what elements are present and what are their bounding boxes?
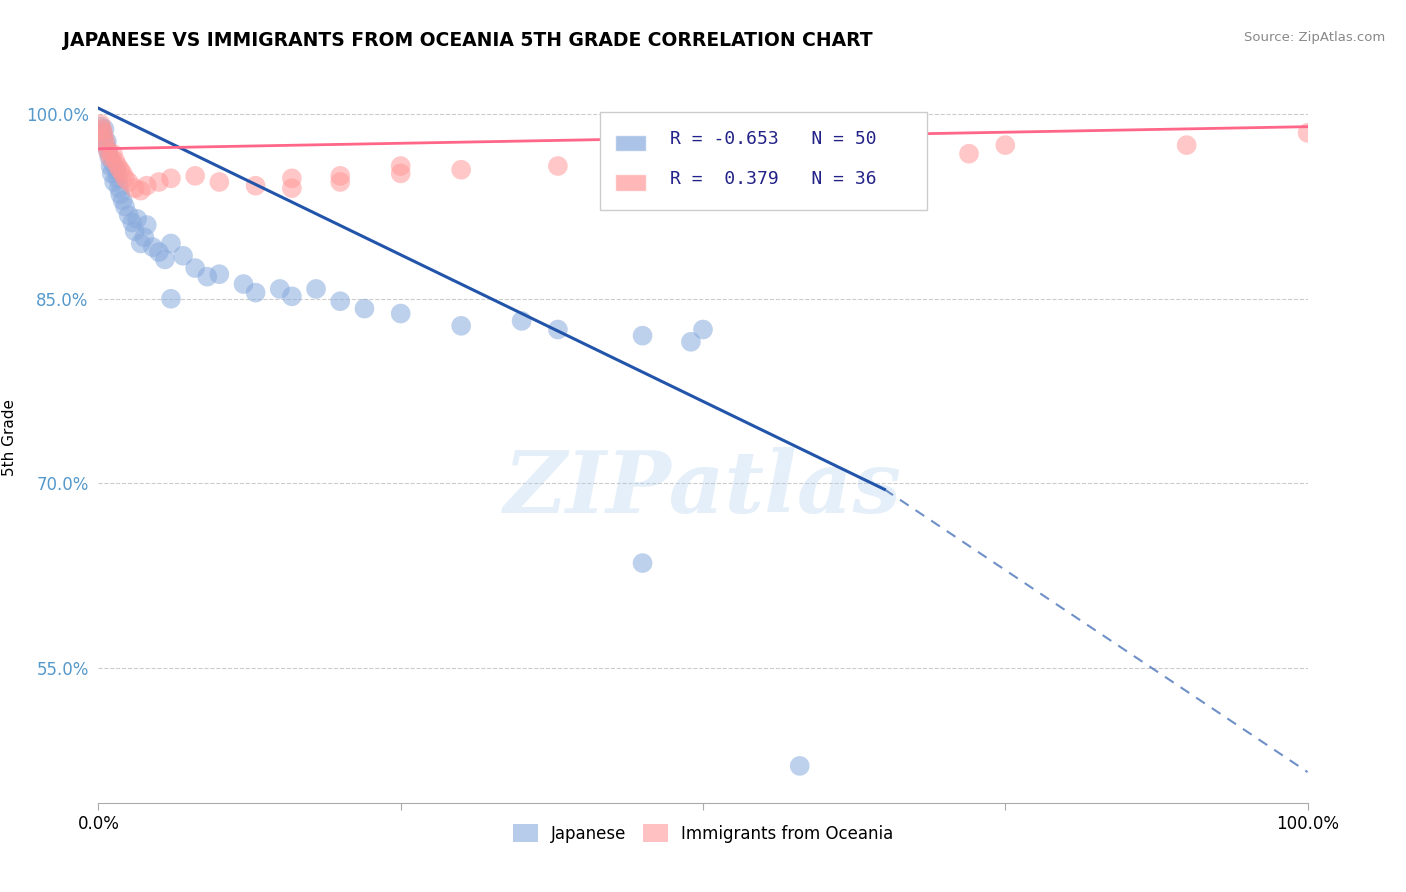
Point xyxy=(107,171,129,186)
Point xyxy=(96,135,118,149)
Point xyxy=(160,171,183,186)
Point xyxy=(184,169,207,183)
Point xyxy=(97,145,120,159)
Point xyxy=(172,249,194,263)
Point xyxy=(1175,138,1198,153)
Point xyxy=(94,138,117,153)
Point xyxy=(160,292,183,306)
Point xyxy=(100,159,122,173)
Point xyxy=(91,126,114,140)
Point xyxy=(127,211,149,226)
Point xyxy=(232,277,254,291)
Point xyxy=(153,252,176,267)
FancyBboxPatch shape xyxy=(614,174,645,191)
Point xyxy=(281,289,304,303)
Point xyxy=(160,236,183,251)
Point xyxy=(129,236,152,251)
Point xyxy=(789,759,811,773)
Point xyxy=(142,240,165,254)
Point xyxy=(124,224,146,238)
Point xyxy=(91,126,114,140)
Text: JAPANESE VS IMMIGRANTS FROM OCEANIA 5TH GRADE CORRELATION CHART: JAPANESE VS IMMIGRANTS FROM OCEANIA 5TH … xyxy=(63,31,873,50)
Point xyxy=(329,169,352,183)
Point xyxy=(124,181,146,195)
Point xyxy=(389,306,412,320)
Point xyxy=(101,146,124,161)
Point xyxy=(90,120,112,134)
Point xyxy=(547,159,569,173)
Point xyxy=(114,200,136,214)
Point xyxy=(91,122,114,136)
Point xyxy=(135,218,157,232)
Text: R = -0.653   N = 50: R = -0.653 N = 50 xyxy=(671,130,877,148)
Point xyxy=(547,322,569,336)
Point xyxy=(353,301,375,316)
Point xyxy=(873,150,896,164)
Point xyxy=(752,156,775,170)
Point xyxy=(108,187,131,202)
Legend: Japanese, Immigrants from Oceania: Japanese, Immigrants from Oceania xyxy=(506,818,900,849)
Point xyxy=(329,175,352,189)
Point xyxy=(208,267,231,281)
Point xyxy=(389,166,412,180)
Point xyxy=(118,208,141,222)
Point xyxy=(994,138,1017,153)
Point xyxy=(269,282,291,296)
Point xyxy=(111,194,134,208)
Point xyxy=(103,175,125,189)
Point xyxy=(91,129,114,144)
FancyBboxPatch shape xyxy=(600,112,927,211)
Point xyxy=(245,285,267,300)
Point xyxy=(184,261,207,276)
Point xyxy=(1296,126,1319,140)
Point xyxy=(329,294,352,309)
Point xyxy=(101,156,124,170)
Point xyxy=(90,117,112,131)
Point xyxy=(118,175,141,189)
Point xyxy=(134,230,156,244)
Point xyxy=(121,216,143,230)
Point xyxy=(957,146,980,161)
Point xyxy=(692,322,714,336)
Point xyxy=(100,150,122,164)
Point xyxy=(93,132,115,146)
Point xyxy=(108,162,131,177)
Point xyxy=(148,175,170,189)
Point xyxy=(135,178,157,193)
Point xyxy=(111,166,134,180)
Point xyxy=(94,136,117,151)
Point xyxy=(281,171,304,186)
Y-axis label: 5th Grade: 5th Grade xyxy=(3,399,17,475)
Point xyxy=(108,181,131,195)
Point xyxy=(631,328,654,343)
FancyBboxPatch shape xyxy=(614,135,645,151)
Point xyxy=(129,184,152,198)
Point xyxy=(245,178,267,193)
Text: R =  0.379   N = 36: R = 0.379 N = 36 xyxy=(671,169,877,188)
Point xyxy=(195,269,218,284)
Text: ZIPatlas: ZIPatlas xyxy=(503,447,903,530)
Point xyxy=(679,334,702,349)
Point xyxy=(631,556,654,570)
Text: Source: ZipAtlas.com: Source: ZipAtlas.com xyxy=(1244,31,1385,45)
Point xyxy=(450,162,472,177)
Point xyxy=(510,314,533,328)
Point xyxy=(450,318,472,333)
Point xyxy=(208,175,231,189)
Point xyxy=(98,150,121,164)
Point xyxy=(281,181,304,195)
Point xyxy=(105,162,128,177)
Point xyxy=(104,154,127,169)
Point xyxy=(114,171,136,186)
Point xyxy=(107,159,129,173)
Point xyxy=(97,145,120,159)
Point xyxy=(389,159,412,173)
Point xyxy=(93,122,115,136)
Point xyxy=(305,282,328,296)
Point xyxy=(148,245,170,260)
Point xyxy=(100,166,122,180)
